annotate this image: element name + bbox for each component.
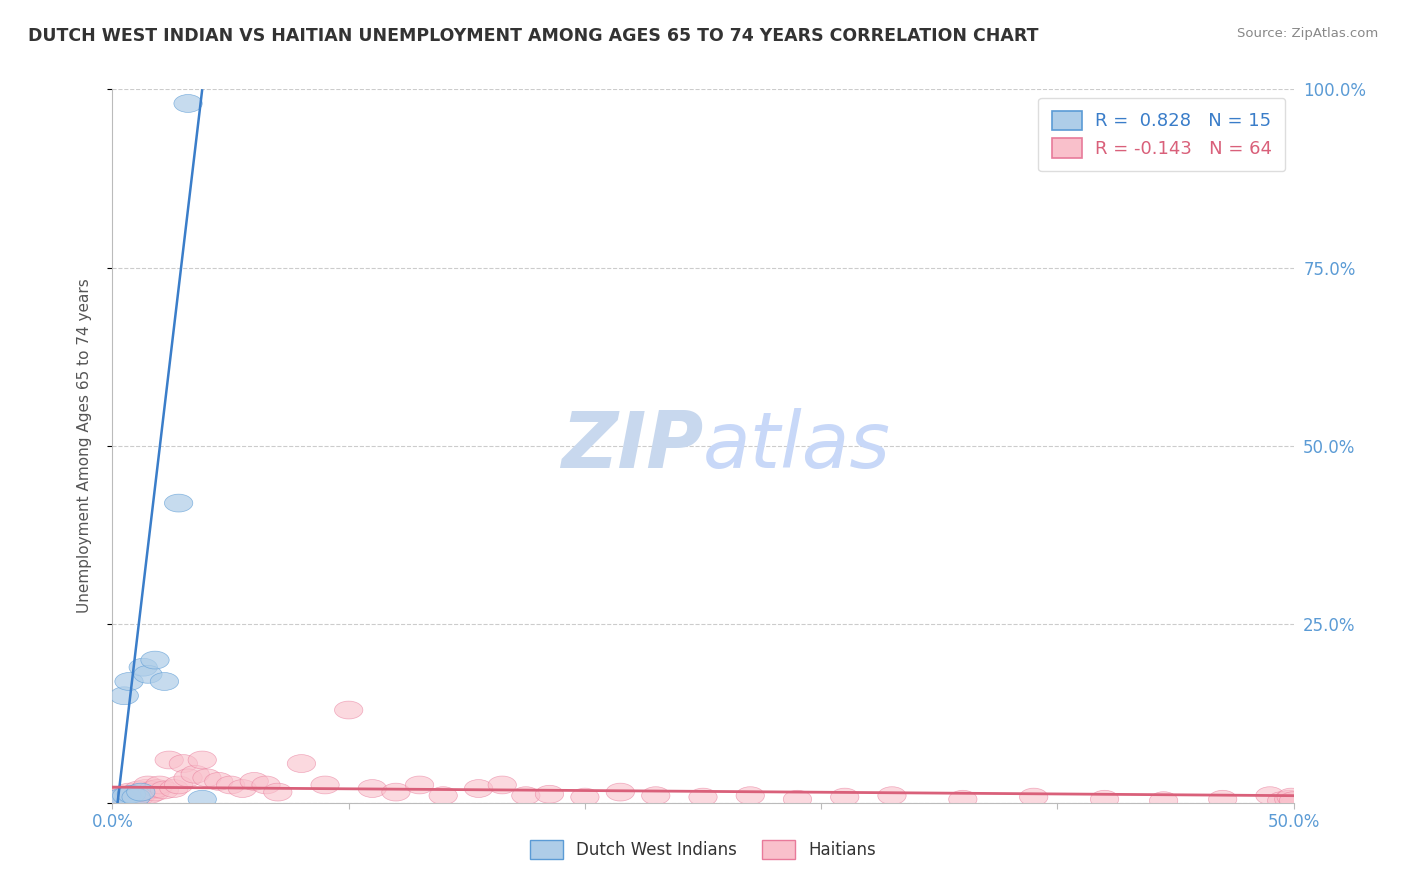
Ellipse shape bbox=[134, 665, 162, 683]
Ellipse shape bbox=[141, 783, 169, 801]
Ellipse shape bbox=[103, 789, 131, 806]
Ellipse shape bbox=[117, 785, 146, 803]
Text: ZIP: ZIP bbox=[561, 408, 703, 484]
Ellipse shape bbox=[311, 776, 339, 794]
Ellipse shape bbox=[165, 776, 193, 794]
Ellipse shape bbox=[783, 790, 811, 808]
Ellipse shape bbox=[571, 789, 599, 806]
Ellipse shape bbox=[115, 783, 143, 801]
Ellipse shape bbox=[252, 776, 280, 794]
Ellipse shape bbox=[103, 790, 131, 808]
Ellipse shape bbox=[1091, 790, 1119, 808]
Ellipse shape bbox=[169, 755, 197, 772]
Ellipse shape bbox=[165, 494, 193, 512]
Ellipse shape bbox=[641, 787, 669, 805]
Ellipse shape bbox=[101, 790, 129, 808]
Ellipse shape bbox=[217, 776, 245, 794]
Text: Source: ZipAtlas.com: Source: ZipAtlas.com bbox=[1237, 27, 1378, 40]
Ellipse shape bbox=[174, 95, 202, 112]
Ellipse shape bbox=[112, 789, 141, 807]
Ellipse shape bbox=[689, 789, 717, 806]
Ellipse shape bbox=[205, 772, 233, 790]
Ellipse shape bbox=[129, 783, 157, 801]
Ellipse shape bbox=[188, 790, 217, 808]
Text: atlas: atlas bbox=[703, 408, 891, 484]
Ellipse shape bbox=[512, 787, 540, 805]
Ellipse shape bbox=[124, 781, 153, 799]
Ellipse shape bbox=[120, 789, 148, 806]
Ellipse shape bbox=[122, 785, 150, 803]
Ellipse shape bbox=[127, 783, 155, 801]
Ellipse shape bbox=[155, 751, 183, 769]
Ellipse shape bbox=[122, 789, 150, 806]
Ellipse shape bbox=[193, 769, 221, 787]
Ellipse shape bbox=[488, 776, 516, 794]
Ellipse shape bbox=[737, 787, 765, 805]
Ellipse shape bbox=[1019, 789, 1047, 806]
Ellipse shape bbox=[112, 787, 141, 805]
Ellipse shape bbox=[228, 780, 256, 797]
Ellipse shape bbox=[1279, 792, 1308, 810]
Ellipse shape bbox=[131, 780, 160, 797]
Ellipse shape bbox=[117, 787, 146, 805]
Ellipse shape bbox=[606, 783, 634, 801]
Ellipse shape bbox=[181, 765, 209, 783]
Ellipse shape bbox=[129, 658, 157, 676]
Ellipse shape bbox=[160, 780, 188, 797]
Ellipse shape bbox=[115, 673, 143, 690]
Ellipse shape bbox=[1275, 790, 1303, 808]
Ellipse shape bbox=[188, 751, 217, 769]
Ellipse shape bbox=[134, 776, 162, 794]
Ellipse shape bbox=[110, 687, 138, 705]
Ellipse shape bbox=[138, 781, 167, 799]
Ellipse shape bbox=[405, 776, 433, 794]
Ellipse shape bbox=[136, 785, 165, 803]
Ellipse shape bbox=[949, 790, 977, 808]
Ellipse shape bbox=[146, 776, 174, 794]
Ellipse shape bbox=[287, 755, 315, 772]
Ellipse shape bbox=[150, 673, 179, 690]
Ellipse shape bbox=[264, 783, 292, 801]
Ellipse shape bbox=[536, 785, 564, 803]
Legend: Dutch West Indians, Haitians: Dutch West Indians, Haitians bbox=[523, 833, 883, 866]
Ellipse shape bbox=[143, 780, 172, 797]
Ellipse shape bbox=[359, 780, 387, 797]
Ellipse shape bbox=[105, 790, 134, 808]
Text: DUTCH WEST INDIAN VS HAITIAN UNEMPLOYMENT AMONG AGES 65 TO 74 YEARS CORRELATION : DUTCH WEST INDIAN VS HAITIAN UNEMPLOYMEN… bbox=[28, 27, 1039, 45]
Ellipse shape bbox=[108, 787, 136, 805]
Ellipse shape bbox=[108, 789, 136, 806]
Ellipse shape bbox=[141, 651, 169, 669]
Ellipse shape bbox=[877, 787, 905, 805]
Ellipse shape bbox=[831, 789, 859, 806]
Ellipse shape bbox=[240, 772, 269, 790]
Ellipse shape bbox=[335, 701, 363, 719]
Ellipse shape bbox=[382, 783, 411, 801]
Ellipse shape bbox=[464, 780, 492, 797]
Ellipse shape bbox=[150, 781, 179, 799]
Ellipse shape bbox=[1209, 790, 1237, 808]
Ellipse shape bbox=[1150, 792, 1178, 810]
Y-axis label: Unemployment Among Ages 65 to 74 years: Unemployment Among Ages 65 to 74 years bbox=[77, 278, 91, 614]
Ellipse shape bbox=[429, 787, 457, 805]
Ellipse shape bbox=[110, 789, 138, 806]
Ellipse shape bbox=[1268, 792, 1296, 810]
Ellipse shape bbox=[174, 769, 202, 787]
Ellipse shape bbox=[1256, 787, 1284, 805]
Ellipse shape bbox=[1277, 789, 1305, 806]
Ellipse shape bbox=[127, 787, 155, 805]
